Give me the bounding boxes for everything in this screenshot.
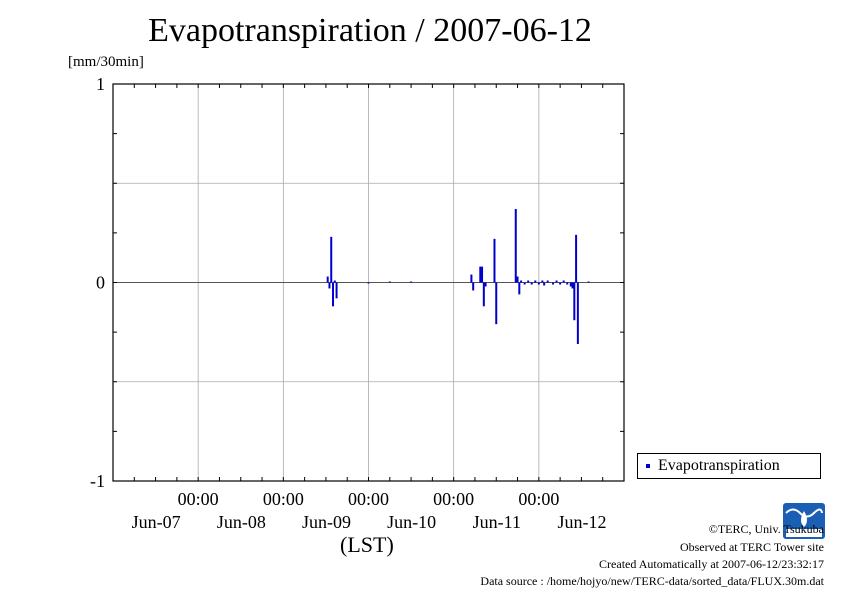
legend: Evapotranspiration	[637, 453, 821, 479]
chart-title: Evapotranspiration / 2007-06-12	[148, 12, 592, 49]
x-tick-time-label: 00:00	[178, 489, 219, 509]
x-tick-date-label: Jun-07	[132, 512, 181, 532]
x-tick-time-label: 00:00	[518, 489, 559, 509]
x-tick-time-label: 00:00	[348, 489, 389, 509]
y-unit-label: [mm/30min]	[68, 54, 144, 70]
x-tick-time-label: 00:00	[263, 489, 304, 509]
x-tick-date-label: Jun-11	[473, 512, 521, 532]
credit-site: Observed at TERC Tower site	[679, 540, 824, 554]
credit-source: Data source : /home/hojyo/new/TERC-data/…	[480, 574, 824, 588]
credit-created: Created Automatically at 2007-06-12/23:3…	[599, 557, 824, 571]
y-tick-label: 1	[96, 74, 105, 94]
legend-label: Evapotranspiration	[658, 457, 780, 474]
y-tick-label: 0	[96, 273, 105, 293]
y-tick-label: -1	[90, 471, 105, 491]
x-tick-date-label: Jun-12	[558, 512, 607, 532]
x-tick-date-label: Jun-10	[387, 512, 436, 532]
x-tick-time-label: 00:00	[433, 489, 474, 509]
credit-org: ©TERC, Univ. Tsukuba	[708, 522, 824, 536]
x-tick-date-label: Jun-08	[217, 512, 266, 532]
x-tick-date-label: Jun-09	[302, 512, 351, 532]
terc-logo-icon	[783, 503, 825, 539]
x-axis-label: (LST)	[340, 532, 394, 557]
legend-swatch	[646, 464, 650, 468]
